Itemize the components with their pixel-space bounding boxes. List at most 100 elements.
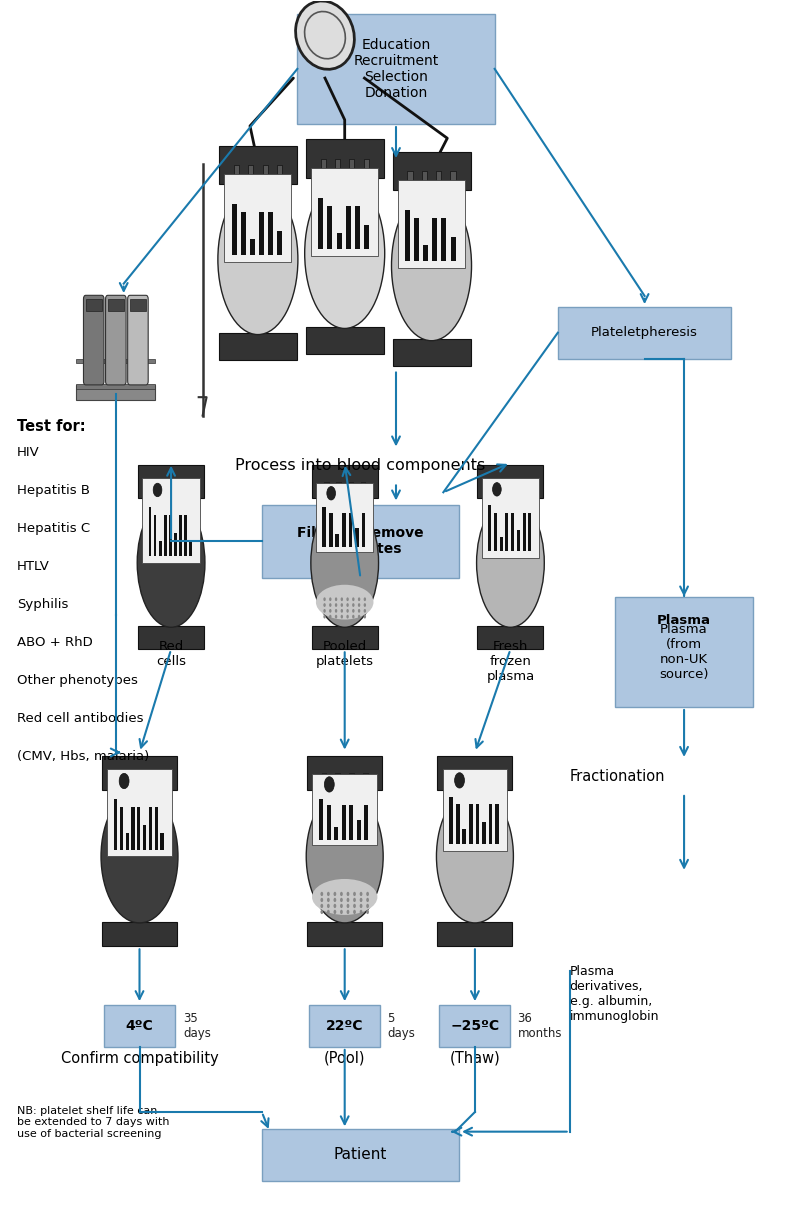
Bar (502, 482, 507, 502)
Bar (175, 482, 179, 502)
Circle shape (335, 609, 337, 613)
Text: Filter to remove
leucocytes: Filter to remove leucocytes (297, 526, 424, 556)
Ellipse shape (295, 1, 354, 69)
Text: Plasma
(from
non-UK
source): Plasma (from non-UK source) (659, 622, 709, 681)
Bar (161, 834, 164, 850)
Circle shape (325, 777, 334, 792)
Circle shape (358, 603, 360, 606)
Circle shape (366, 898, 369, 902)
FancyBboxPatch shape (393, 151, 470, 191)
FancyBboxPatch shape (105, 295, 126, 385)
Circle shape (364, 598, 366, 601)
Bar (86, 299, 101, 311)
Text: (CMV, Hbs, malaria): (CMV, Hbs, malaria) (17, 750, 150, 763)
Bar (342, 513, 345, 547)
Text: Test for:: Test for: (17, 418, 86, 434)
Circle shape (353, 898, 356, 902)
FancyBboxPatch shape (219, 333, 297, 360)
Circle shape (329, 603, 332, 606)
Bar (451, 171, 455, 194)
Bar (527, 482, 531, 502)
Circle shape (327, 892, 329, 897)
Bar (130, 299, 146, 311)
FancyBboxPatch shape (76, 385, 155, 400)
Circle shape (360, 892, 363, 897)
FancyBboxPatch shape (306, 139, 383, 178)
Bar (189, 541, 192, 556)
Circle shape (346, 603, 348, 606)
Circle shape (493, 482, 501, 496)
FancyBboxPatch shape (398, 181, 465, 268)
Circle shape (364, 603, 366, 606)
Circle shape (360, 898, 363, 902)
Bar (364, 159, 369, 182)
Circle shape (353, 910, 356, 914)
Bar (337, 482, 341, 502)
Text: 35
days: 35 days (184, 1012, 211, 1041)
Text: HTLV: HTLV (17, 560, 50, 573)
Bar (466, 772, 470, 793)
Bar (335, 772, 341, 793)
Circle shape (353, 904, 356, 908)
Text: Other phenotypes: Other phenotypes (17, 674, 138, 686)
Circle shape (352, 615, 355, 619)
Text: Red cell antibodies: Red cell antibodies (17, 712, 143, 724)
FancyBboxPatch shape (306, 327, 383, 354)
Bar (154, 514, 157, 556)
Bar (493, 772, 498, 793)
FancyBboxPatch shape (312, 774, 377, 845)
Bar (493, 513, 497, 551)
Bar (414, 219, 419, 262)
Ellipse shape (305, 178, 385, 328)
Text: 36
months: 36 months (517, 1012, 562, 1041)
FancyBboxPatch shape (307, 921, 383, 946)
Circle shape (119, 774, 129, 788)
Text: Education
Recruitment
Selection
Donation: Education Recruitment Selection Donation (353, 38, 439, 100)
Bar (164, 514, 167, 556)
Circle shape (360, 904, 363, 908)
Bar (262, 165, 268, 188)
Bar (327, 207, 333, 250)
Ellipse shape (218, 184, 298, 335)
Bar (422, 171, 427, 194)
Circle shape (327, 487, 336, 501)
Circle shape (327, 904, 329, 908)
Bar (321, 159, 326, 182)
Bar (187, 482, 192, 502)
Bar (451, 772, 457, 793)
Bar (248, 165, 253, 188)
Circle shape (333, 910, 337, 914)
Circle shape (327, 898, 329, 902)
Text: 22ºC: 22ºC (326, 1020, 364, 1033)
Text: Process into blood components: Process into blood components (235, 458, 485, 472)
FancyBboxPatch shape (138, 465, 204, 498)
Bar (114, 798, 117, 850)
Circle shape (323, 603, 326, 606)
Circle shape (364, 609, 366, 613)
Circle shape (153, 483, 162, 497)
Bar (234, 165, 239, 188)
FancyBboxPatch shape (262, 504, 459, 578)
Circle shape (323, 609, 326, 613)
Bar (149, 507, 151, 556)
Bar (131, 807, 135, 850)
Bar (345, 207, 351, 250)
Text: Fractionation: Fractionation (569, 770, 665, 785)
Bar (500, 536, 503, 551)
Text: (Pool): (Pool) (324, 1050, 365, 1065)
Bar (277, 231, 282, 256)
Circle shape (335, 603, 337, 606)
Bar (163, 482, 167, 502)
FancyBboxPatch shape (297, 14, 495, 124)
Text: 4ºC: 4ºC (126, 1020, 154, 1033)
Circle shape (358, 615, 360, 619)
Circle shape (358, 609, 360, 613)
Bar (469, 804, 473, 845)
Bar (482, 822, 485, 845)
Bar (174, 533, 177, 556)
Text: (Thaw): (Thaw) (450, 1050, 501, 1065)
Bar (137, 807, 140, 850)
Text: Syphilis: Syphilis (17, 598, 69, 611)
FancyBboxPatch shape (437, 755, 512, 790)
Bar (456, 804, 459, 845)
